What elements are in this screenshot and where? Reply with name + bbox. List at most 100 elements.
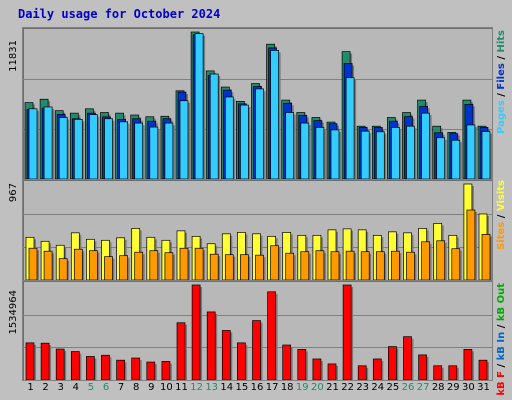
kbf-bar: [388, 346, 397, 380]
max-visits-label: 967: [8, 183, 19, 203]
kbf-bar: [191, 284, 201, 380]
sites-bar: [466, 209, 476, 280]
day-tick-label: 2: [42, 382, 49, 393]
day-tick-label: 16: [250, 382, 264, 393]
legend-pages: Pages: [496, 100, 507, 134]
sites-bar: [481, 233, 491, 280]
sites-bar: [164, 252, 174, 280]
legend-sep-3: /: [496, 211, 507, 222]
x-axis-days: 1 2 3 4 5 6 7 8 9 10 11 12 13 14 15 16 17 18 19 20 21 22 23 24 2…: [22, 382, 491, 396]
sites-bar: [406, 251, 415, 280]
sites-bar: [209, 253, 219, 280]
kbf-bar: [131, 357, 141, 380]
kbf-bar: [55, 348, 65, 380]
day-tick-label: 23: [356, 382, 370, 393]
kbf-bar: [40, 342, 50, 380]
sites-bar: [360, 251, 370, 280]
day-tick-label: 12: [190, 382, 203, 393]
sites-bar: [73, 248, 83, 280]
sites-bar: [194, 247, 204, 280]
sites-bar: [240, 254, 249, 280]
pages-bar: [28, 108, 38, 179]
sites-bar: [43, 250, 53, 280]
sites-bar: [104, 256, 113, 280]
kbf-bar: [221, 330, 231, 380]
sites-bar: [451, 248, 461, 280]
hits-panel: [22, 27, 493, 180]
legend-sep-2: /: [496, 52, 507, 64]
day-tick-label: 22: [341, 382, 354, 393]
kbf-bar: [146, 361, 156, 380]
day-tick-label: 27: [416, 382, 430, 393]
sites-bar: [300, 251, 310, 280]
kbf-bar: [206, 311, 216, 380]
pages-bar: [481, 131, 491, 179]
legend-sep-5: /: [496, 321, 507, 332]
day-tick-label: 20: [311, 382, 324, 393]
day-tick-label: 6: [102, 382, 110, 393]
pages-bar: [209, 73, 219, 179]
kbf-bar: [176, 322, 186, 380]
pages-bar: [149, 126, 159, 179]
max-kb-label: 1534964: [8, 290, 19, 335]
pages-bar: [240, 104, 249, 179]
max-hits-label: 11831: [8, 40, 19, 72]
legend-visits-sites: Sites / Visits: [496, 180, 507, 250]
day-tick-label: 17: [265, 382, 279, 393]
day-tick-label: 9: [148, 382, 155, 393]
pages-bar: [224, 96, 234, 179]
day-tick-label: 1: [27, 382, 34, 393]
kbf-bar: [282, 344, 292, 380]
day-tick-label: 5: [87, 382, 95, 393]
day-tick-label: 3: [57, 382, 64, 393]
pages-bar: [345, 77, 355, 179]
pages-bar: [58, 117, 68, 179]
kbf-bar: [418, 354, 427, 380]
kbf-bar: [25, 342, 35, 380]
sites-bar: [315, 250, 325, 280]
sites-bar: [270, 245, 279, 280]
sites-bar: [149, 250, 159, 280]
day-tick-label: 29: [446, 382, 460, 393]
legend-sep-1: /: [496, 89, 507, 101]
kbf-bar: [116, 359, 125, 380]
pages-bar: [89, 114, 98, 179]
kb-panel: [22, 280, 493, 381]
sites-bar: [436, 240, 446, 280]
sites-bar: [255, 254, 264, 280]
pages-bar: [466, 124, 476, 179]
sites-bar: [421, 241, 430, 280]
day-tick-label: 30: [462, 382, 475, 393]
kbf-bar: [70, 351, 80, 380]
day-tick-label: 7: [117, 382, 125, 393]
kbf-bar: [101, 354, 110, 380]
kbf-bar: [403, 336, 412, 380]
day-tick-label: 10: [160, 382, 173, 393]
kbf-bar: [448, 365, 458, 380]
legend-files: Files: [496, 63, 507, 90]
legend-kb: kB F / kB In / kB Out: [496, 283, 507, 396]
day-tick-label: 19: [295, 382, 309, 393]
day-tick-label: 14: [220, 382, 234, 393]
legend-sites: Sites: [496, 221, 507, 250]
pages-bar: [330, 129, 340, 179]
chart-title: Daily usage for October 2024: [18, 7, 221, 21]
day-tick-label: 11: [175, 382, 188, 393]
hits-plot: [23, 31, 492, 179]
sites-bar: [134, 251, 144, 280]
sites-bar: [179, 247, 189, 280]
pages-bar: [285, 112, 295, 179]
kbf-bar: [312, 358, 322, 380]
pages-bar: [119, 121, 128, 179]
pages-bar: [360, 130, 370, 179]
day-tick-label: 18: [280, 382, 294, 393]
legend-kbout: kB Out: [496, 283, 507, 322]
visits-plot: [23, 183, 492, 280]
sites-bar: [119, 255, 128, 280]
kbf-bar: [463, 349, 473, 380]
kbf-bar: [433, 365, 443, 380]
sites-bar: [28, 247, 38, 280]
day-tick-label: 4: [72, 382, 79, 393]
kbf-bar: [357, 365, 367, 380]
day-tick-label: 24: [371, 382, 385, 393]
